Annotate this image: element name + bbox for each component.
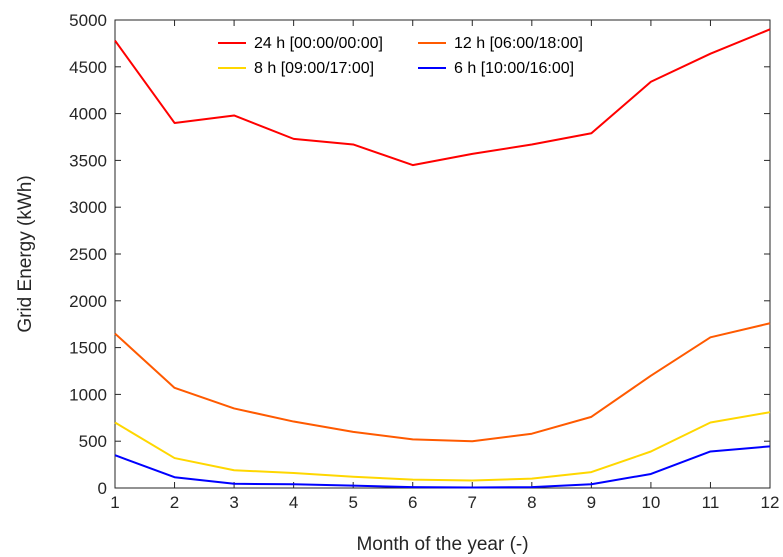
plot-area: [114, 19, 771, 489]
y-tick-label: 5000: [69, 11, 107, 30]
y-tick-label: 3500: [69, 151, 107, 170]
x-tick-label: 9: [587, 493, 596, 512]
x-tick-label: 4: [289, 493, 298, 512]
y-tick-label: 3000: [69, 198, 107, 217]
legend-label: 6 h [10:00/16:00]: [454, 60, 574, 77]
y-tick-label: 4500: [69, 58, 107, 77]
legend: 24 h [00:00/00:00] 12 h [06:00/18:00] 8 h …: [218, 35, 583, 77]
tick-labels: 1 2 3 4 5 6 7 8 9 10 11 120500100015002000250030003…: [69, 11, 779, 512]
legend-label: 8 h [09:00/17:00]: [254, 60, 374, 77]
legend-label: 12 h [06:00/18:00]: [454, 35, 583, 52]
y-tick-label: 0: [98, 479, 107, 498]
plot-frame: [114, 19, 771, 489]
series-line-3: [114, 411, 771, 482]
x-tick-label: 7: [468, 493, 477, 512]
y-tick-label: 2000: [69, 292, 107, 311]
series-lines: [114, 28, 771, 489]
x-tick-label: 5: [348, 493, 357, 512]
axis-ticks: [114, 19, 771, 489]
y-tick-label: 1500: [69, 339, 107, 358]
y-tick-label: 1000: [69, 385, 107, 404]
legend-label: 24 h [00:00/00:00]: [254, 35, 383, 52]
y-tick-label: 500: [79, 432, 107, 451]
y-axis-title: Grid Energy (kWh): [15, 175, 36, 332]
y-tick-label: 2500: [69, 245, 107, 264]
series-line-1: [114, 28, 771, 167]
series-line-4: [114, 445, 771, 489]
x-tick-label: 6: [408, 493, 417, 512]
x-tick-label: 11: [702, 493, 720, 512]
x-axis-title: Month of the year (-): [356, 534, 528, 555]
x-tick-label: 3: [229, 493, 238, 512]
x-tick-label: 1: [110, 493, 119, 512]
y-tick-label: 4000: [69, 105, 107, 124]
x-tick-label: 8: [527, 493, 536, 512]
series-line-2: [114, 322, 771, 443]
x-tick-label: 12: [761, 493, 780, 512]
x-tick-label: 2: [170, 493, 179, 512]
x-tick-label: 10: [641, 493, 660, 512]
